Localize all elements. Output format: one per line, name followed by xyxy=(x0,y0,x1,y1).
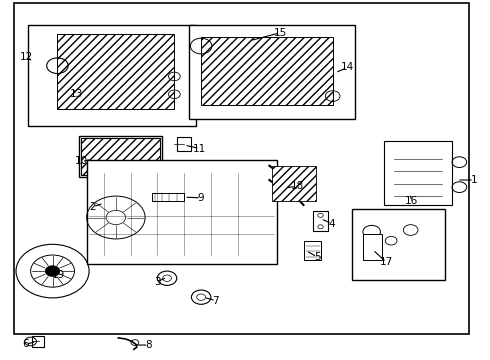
Bar xyxy=(363,234,382,260)
Text: 6: 6 xyxy=(23,339,29,349)
Text: 19: 19 xyxy=(52,270,66,280)
Text: 7: 7 xyxy=(213,296,219,306)
Circle shape xyxy=(45,266,60,276)
Text: 17: 17 xyxy=(380,257,393,267)
Text: 15: 15 xyxy=(273,28,287,38)
Bar xyxy=(79,136,162,177)
Text: 8: 8 xyxy=(145,340,152,350)
Bar xyxy=(32,336,44,347)
Text: 2: 2 xyxy=(90,202,97,212)
Bar xyxy=(57,33,174,109)
Bar xyxy=(272,166,316,202)
Text: 12: 12 xyxy=(20,52,33,62)
Bar xyxy=(304,241,321,260)
Bar xyxy=(384,141,452,205)
Text: 3: 3 xyxy=(154,277,161,287)
Text: 4: 4 xyxy=(328,219,335,229)
FancyBboxPatch shape xyxy=(87,160,277,264)
Text: 16: 16 xyxy=(405,197,418,206)
Bar xyxy=(189,24,355,119)
Text: 14: 14 xyxy=(341,63,354,72)
Bar xyxy=(352,208,445,280)
Bar xyxy=(152,193,184,202)
Text: 9: 9 xyxy=(198,193,204,203)
Circle shape xyxy=(100,201,113,210)
Bar xyxy=(177,137,192,152)
Text: 13: 13 xyxy=(70,89,83,99)
Text: 5: 5 xyxy=(314,252,320,262)
Bar xyxy=(28,24,196,126)
Bar xyxy=(313,211,328,231)
Bar xyxy=(201,37,333,105)
Text: 10: 10 xyxy=(75,157,88,166)
Text: 18: 18 xyxy=(291,181,304,192)
Text: 11: 11 xyxy=(193,144,206,154)
Bar xyxy=(81,138,160,175)
Text: 1: 1 xyxy=(471,175,477,185)
